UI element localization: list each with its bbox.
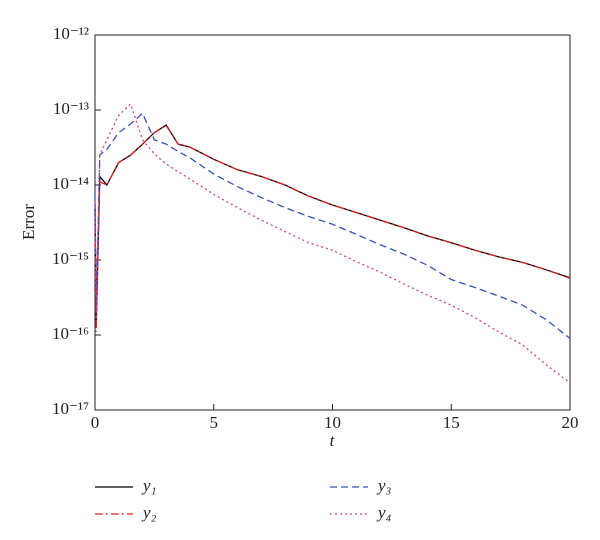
series-line: [94, 112, 571, 339]
x-tick-label: 10: [324, 413, 341, 432]
x-tick-label: 5: [210, 413, 219, 432]
x-tick-label: 15: [443, 413, 460, 432]
x-tick-label: 0: [91, 413, 100, 432]
y-axis-label: Error: [19, 204, 38, 240]
y-tick-label: 10⁻¹⁴: [52, 174, 89, 193]
x-axis-label: t: [330, 431, 336, 450]
series-line: [94, 124, 571, 327]
legend-label: y₂: [141, 503, 157, 522]
x-tick-label: 20: [562, 413, 579, 432]
legend-label: y₄: [376, 503, 392, 522]
y-tick-label: 10⁻¹²: [53, 24, 89, 43]
y-tick-label: 10⁻¹³: [53, 99, 89, 118]
series-line: [94, 102, 571, 384]
series-line: [94, 124, 571, 332]
y-tick-label: 10⁻¹⁷: [52, 399, 89, 418]
plot-frame: [94, 34, 571, 411]
y-tick-label: 10⁻¹⁵: [52, 249, 89, 268]
legend-label: y₃: [376, 476, 392, 495]
y-tick-label: 10⁻¹⁶: [52, 324, 89, 343]
legend-label: y₁: [141, 476, 156, 495]
